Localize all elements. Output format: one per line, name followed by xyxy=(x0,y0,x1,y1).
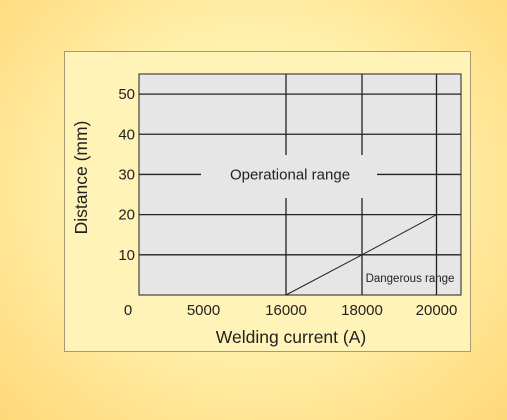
x-tick-0: 0 xyxy=(124,302,132,319)
dangerous-range-label: Dangerous range xyxy=(366,273,455,285)
y-axis-label: Distance (mm) xyxy=(71,121,91,235)
x-tick-20000: 20000 xyxy=(416,302,458,319)
x-tick-16000: 16000 xyxy=(265,302,307,319)
x-tick-18000: 18000 xyxy=(341,302,383,319)
dangerous-range-annotation: Dangerous range xyxy=(366,273,455,285)
x-axis-label: Welding current (A) xyxy=(216,327,366,347)
boundary xyxy=(285,214,437,296)
boundary-line xyxy=(285,214,437,296)
y-tick-20: 20 xyxy=(118,207,135,224)
y-tick-30: 30 xyxy=(118,166,135,183)
x-tick-labels: 0 5000 16000 18000 20000 xyxy=(124,302,458,319)
operational-range-annotation: Operational range xyxy=(230,166,350,183)
operational-range-label: Operational range xyxy=(230,166,350,183)
y-tick-50: 50 xyxy=(118,86,135,103)
grid-lines xyxy=(139,74,461,295)
chart: Operational range Dangerous range 0 5000 1… xyxy=(71,73,462,347)
y-tick-10: 10 xyxy=(118,247,135,264)
y-tick-40: 40 xyxy=(118,126,135,143)
plot-area xyxy=(138,73,462,296)
x-tick-5000: 5000 xyxy=(187,302,220,319)
chart-card: Operational range Dangerous range 0 5000 1… xyxy=(64,51,471,352)
y-tick-labels: 10 20 30 40 50 xyxy=(118,86,135,264)
